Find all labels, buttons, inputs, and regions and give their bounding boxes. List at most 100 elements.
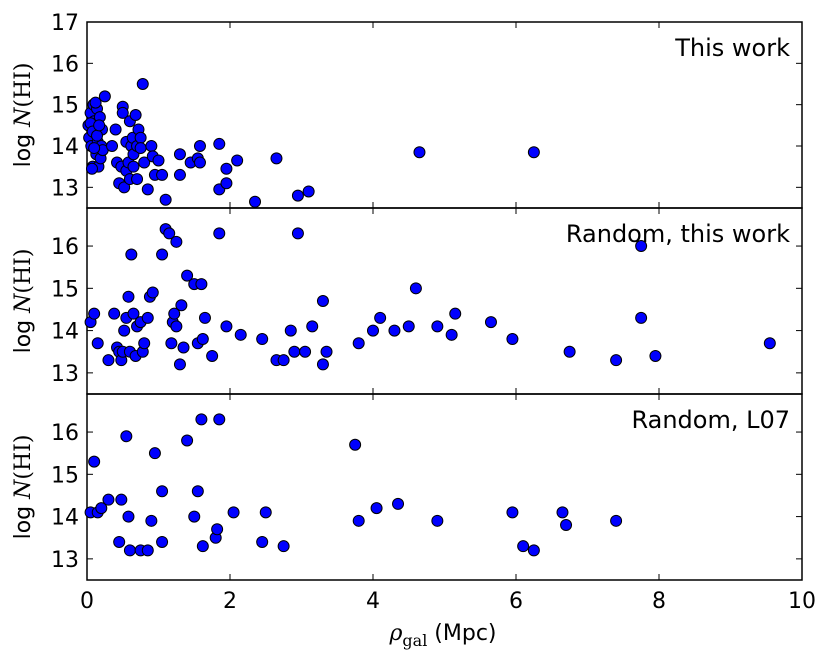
data-point — [127, 307, 140, 320]
data-point — [306, 320, 319, 333]
data-point — [249, 195, 262, 208]
data-point — [191, 485, 204, 498]
data-point — [316, 358, 329, 371]
data-point — [88, 455, 101, 468]
data-point — [125, 248, 138, 261]
y-tick-label: 13 — [51, 362, 79, 387]
x-tick-label: 2 — [223, 589, 237, 614]
data-point — [563, 345, 576, 358]
data-point — [181, 434, 194, 447]
panel-label: Random, L07 — [631, 406, 790, 434]
data-point — [102, 493, 115, 506]
data-point — [156, 168, 169, 181]
data-point — [148, 447, 161, 460]
panel-label: Random, this work — [566, 220, 790, 248]
data-point — [138, 156, 151, 169]
data-point — [320, 345, 333, 358]
data-point — [196, 333, 209, 346]
data-point — [610, 354, 623, 367]
data-point — [120, 430, 133, 443]
data-point — [173, 168, 186, 181]
data-point — [256, 535, 269, 548]
data-point — [445, 328, 458, 341]
data-point — [86, 162, 99, 175]
data-point — [763, 337, 776, 350]
y-tick-label: 14 — [51, 506, 79, 531]
y-tick-label: 14 — [51, 320, 79, 345]
data-point — [115, 493, 128, 506]
data-point — [175, 299, 188, 312]
data-point — [118, 324, 131, 337]
data-point — [88, 307, 101, 320]
data-point — [193, 156, 206, 169]
data-point — [370, 502, 383, 515]
data-point — [134, 131, 147, 144]
x-tick-label: 0 — [80, 589, 94, 614]
data-point — [141, 544, 154, 557]
y-tick-label: 15 — [51, 277, 79, 302]
data-point — [108, 307, 121, 320]
data-point — [231, 154, 244, 167]
data-point — [193, 140, 206, 152]
data-point — [374, 311, 387, 324]
data-point — [156, 485, 169, 498]
data-point — [131, 173, 144, 186]
data-point — [95, 502, 108, 515]
data-point — [484, 316, 497, 329]
data-point — [136, 78, 149, 90]
data-point — [220, 320, 233, 333]
data-point — [122, 510, 135, 523]
data-point — [610, 514, 623, 527]
data-point — [141, 311, 154, 324]
data-point — [220, 177, 233, 190]
data-point — [409, 282, 422, 295]
data-point — [284, 324, 297, 337]
data-point — [635, 240, 648, 253]
data-point — [291, 227, 304, 240]
data-point — [517, 540, 530, 553]
data-point — [277, 354, 290, 367]
y-tick-label: 15 — [51, 94, 79, 119]
data-point — [299, 345, 312, 358]
data-point — [291, 189, 304, 202]
y-axis-label: log N(HI) — [11, 435, 36, 540]
data-point — [220, 162, 233, 175]
data-point — [527, 146, 540, 159]
data-point — [352, 337, 365, 350]
panel-frame — [86, 393, 803, 581]
data-point — [413, 146, 426, 159]
x-axis-label-text: ρgal (Mpc) — [388, 621, 496, 650]
data-point — [349, 438, 362, 451]
data-point — [449, 307, 462, 320]
data-point — [88, 142, 101, 155]
data-point — [145, 514, 158, 527]
data-point — [234, 328, 247, 341]
data-point — [506, 506, 519, 519]
data-point — [165, 337, 178, 350]
x-tick-label: 8 — [652, 589, 666, 614]
data-point — [302, 185, 315, 198]
y-tick-label: 16 — [51, 52, 79, 77]
data-point — [145, 140, 158, 152]
panel-2: 13 14 15 16 Random, this work log N(HI) — [11, 207, 803, 395]
data-point — [213, 137, 226, 150]
data-point — [106, 140, 119, 152]
data-point — [270, 152, 283, 165]
y-tick-label: 17 — [51, 11, 79, 36]
data-point — [556, 506, 569, 519]
y-axis-label: log N(HI) — [11, 249, 36, 354]
data-point — [93, 119, 106, 132]
x-tick-label: 4 — [366, 589, 380, 614]
x-tick-label: 10 — [788, 589, 816, 614]
data-point — [113, 535, 126, 548]
data-point — [146, 286, 159, 299]
data-point — [352, 514, 365, 527]
data-point — [152, 154, 165, 167]
x-tick-label: 6 — [509, 589, 523, 614]
data-point — [198, 311, 211, 324]
data-point — [156, 535, 169, 548]
data-point — [431, 514, 444, 527]
y-tick-label: 13 — [51, 548, 79, 573]
data-point — [177, 341, 190, 354]
